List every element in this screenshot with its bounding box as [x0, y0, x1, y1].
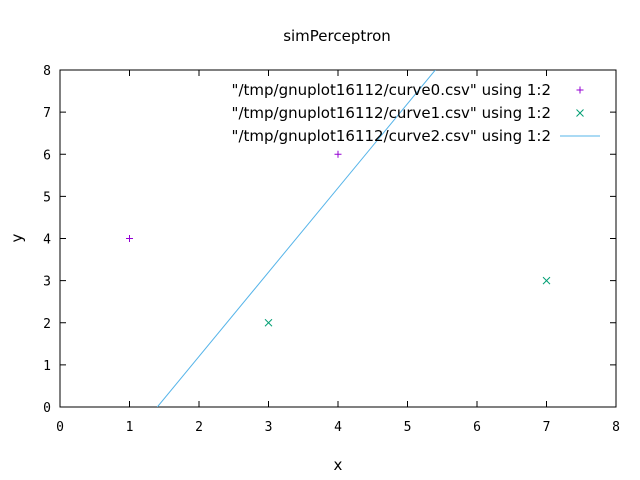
x-axis-label: x	[334, 456, 343, 474]
data-point	[542, 276, 551, 285]
legend-swatch	[576, 86, 584, 94]
x-tick-label: 8	[612, 420, 620, 435]
x-tick-label: 7	[543, 420, 551, 435]
series-2	[156, 70, 436, 407]
series-line	[156, 70, 436, 407]
x-tick-label: 5	[404, 420, 412, 435]
x-tick-label: 1	[126, 420, 134, 435]
x-tick-label: 3	[265, 420, 273, 435]
legend-label: "/tmp/gnuplot16112/curve0.csv" using 1:2	[232, 81, 551, 99]
x-tick-label: 2	[195, 420, 203, 435]
x-tick-label: 4	[334, 420, 342, 435]
y-tick-label: 7	[43, 106, 51, 121]
legend-item: "/tmp/gnuplot16112/curve2.csv" using 1:2	[232, 127, 600, 145]
x-tick-label: 0	[56, 420, 64, 435]
data-point	[334, 150, 342, 158]
y-tick-label: 4	[43, 233, 51, 248]
y-axis-label: y	[8, 233, 26, 242]
data-point	[126, 235, 133, 242]
x-tick-label: 6	[473, 420, 481, 435]
legend-label: "/tmp/gnuplot16112/curve1.csv" using 1:2	[232, 104, 551, 122]
axis-ticks: 0 1 2 3 4 5 6 7 8 0 1 2 3 4 5 6 7 8	[43, 64, 620, 435]
series-1	[264, 276, 551, 327]
y-tick-label: 5	[43, 190, 51, 205]
legend: "/tmp/gnuplot16112/curve0.csv" using 1:2…	[232, 81, 600, 145]
y-tick-label: 2	[43, 317, 51, 332]
series-0	[126, 150, 342, 242]
y-tick-label: 6	[43, 148, 51, 163]
y-tick-label: 1	[43, 359, 51, 374]
legend-item: "/tmp/gnuplot16112/curve0.csv" using 1:2	[232, 81, 584, 99]
legend-item: "/tmp/gnuplot16112/curve1.csv" using 1:2	[232, 104, 584, 122]
legend-swatch	[576, 109, 584, 117]
y-tick-label: 0	[43, 401, 51, 416]
chart-title: simPerceptron	[283, 27, 391, 45]
data-point	[264, 318, 273, 327]
legend-label: "/tmp/gnuplot16112/curve2.csv" using 1:2	[232, 127, 551, 145]
plot-series	[126, 70, 551, 407]
y-tick-label: 3	[43, 275, 51, 290]
y-tick-label: 8	[43, 64, 51, 79]
